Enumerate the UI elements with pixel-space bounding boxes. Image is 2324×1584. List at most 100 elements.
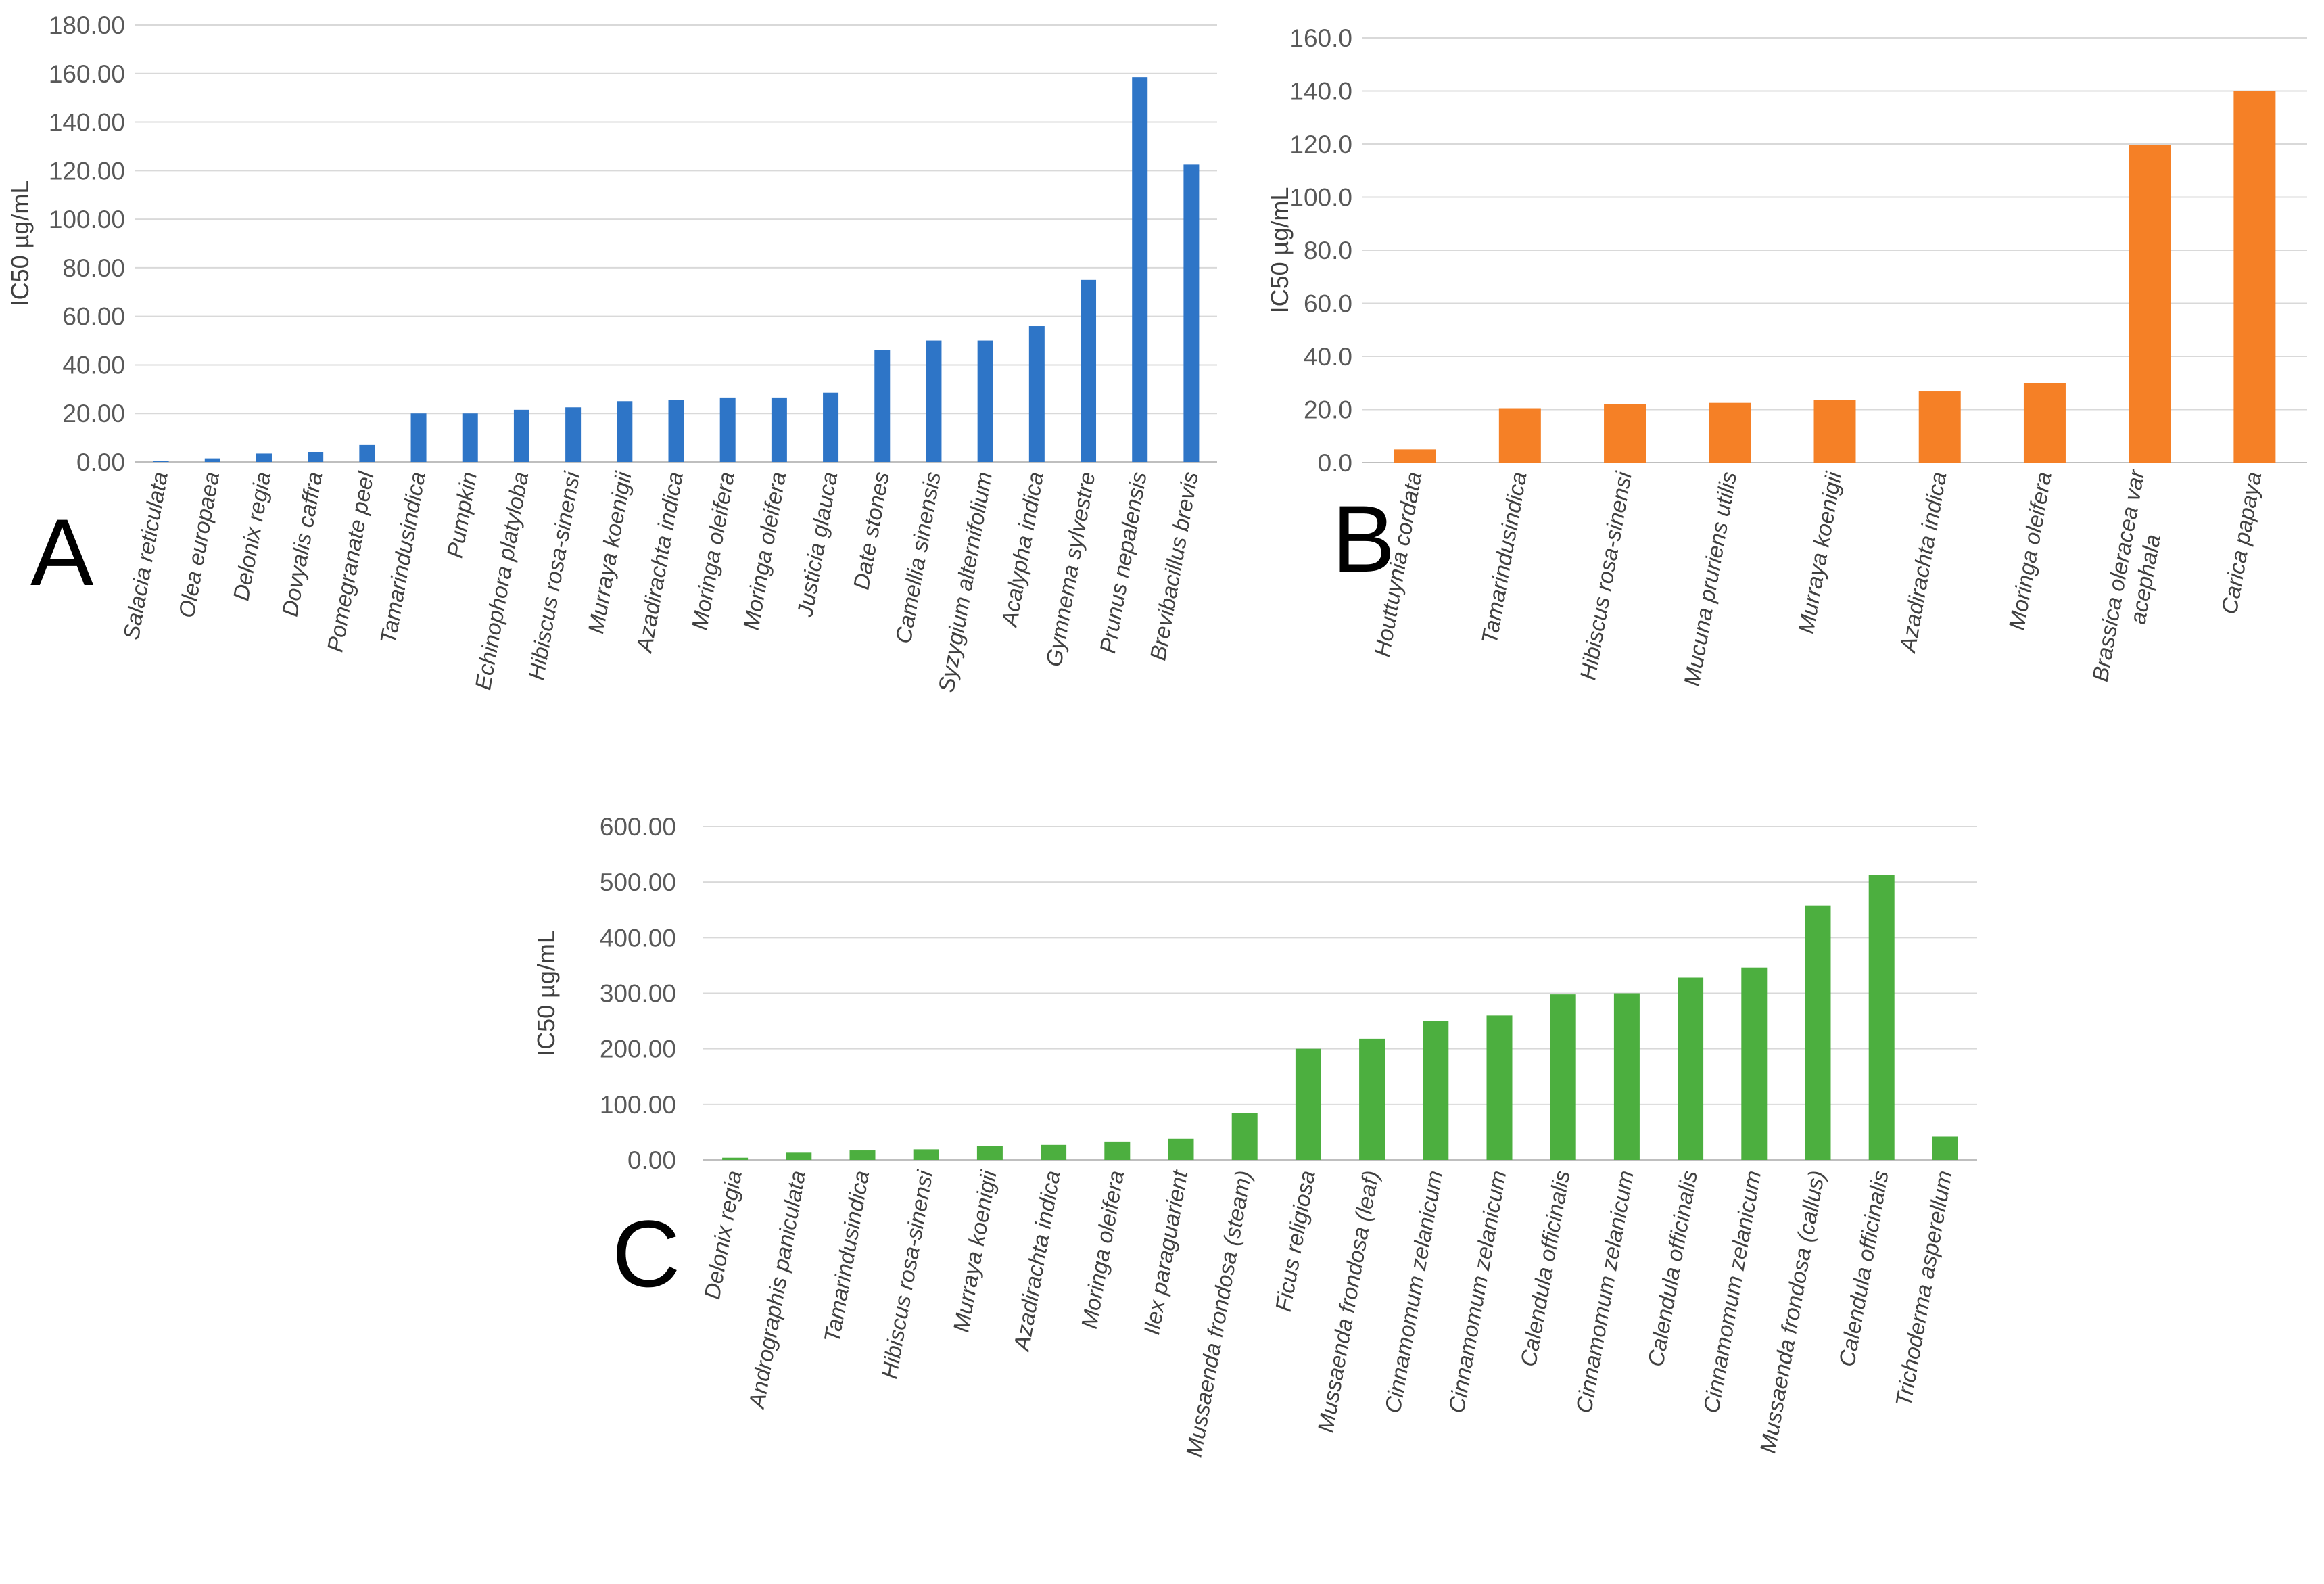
chart-a-category-label: Moringa oleifera [738,470,791,632]
chart-a-y-tick-label: 180.00 [49,11,125,39]
chart-a-bar [719,397,736,462]
chart-c-category-label: Calendula officinalis [1643,1169,1702,1368]
chart-c-bar [1613,993,1640,1160]
chart-a-bar [1132,77,1148,462]
chart-c-bar [913,1149,939,1160]
chart-c-bar [1231,1113,1258,1160]
chart-a-category-label: Acalypha indica [996,470,1048,630]
chart-c-category-label: Mussaenda frondosa (callus) [1755,1169,1829,1455]
chart-a-category-label: Pumpkin [442,470,481,560]
chart-a-category-label: Echinophora platyloba [470,470,533,692]
chart-c-category-label: Hibiscus rosa-sinensi [876,1167,938,1380]
chart-b-category-label: Mucuna pruriens utilis [1679,470,1741,689]
chart-a-category-label: Salacia reticulata [118,470,172,642]
chart-a-y-tick-label: 0.00 [76,448,125,476]
chart-b-category-label: Brassica oleracea varacephala [2087,467,2176,689]
chart-b-bar [1709,402,1751,463]
chart-a-category-label: Olea europaea [174,470,224,620]
chart-b-category-label: Tamarindusindica [1477,470,1532,646]
chart-c-bar [1868,875,1895,1160]
chart-a-category-label: Gymnema sylvestre [1041,470,1099,669]
chart-a-bar [204,458,220,462]
chart-a-bar [771,397,787,462]
chart-a-category-label: Tamarindusindica [375,470,430,646]
chart-c-bar [849,1150,876,1160]
chart-a-category-label: Syzygium alternifolium [933,470,997,695]
chart-a-y-tick-label: 160.00 [49,60,125,88]
chart-c-y-axis-label: IC50 µg/mL [532,930,560,1056]
chart-c-bar [1104,1141,1131,1160]
chart-a-bar [1183,164,1200,462]
chart-a-category-label: Camellia sinensis [891,470,945,645]
chart-c-panel-label: C [612,1201,680,1307]
chart-a-bar [977,340,993,462]
chart-b-y-tick-label: 60.0 [1304,290,1352,318]
chart-b-y-tick-label: 100.0 [1289,184,1352,212]
chart-a-bar [565,407,582,462]
chart-c-category-label: Cinnamomum zelanicum [1571,1169,1638,1415]
chart-c-bar [1359,1038,1385,1160]
chart-c-category-label: Calendula officinalis [1515,1169,1574,1368]
chart-c-bar [786,1152,812,1160]
chart-a-category-label: Pomegranate peel [322,469,379,654]
chart-a-y-tick-label: 80.00 [62,254,125,282]
chart-c-category-label: Azadirachta indica [1008,1169,1065,1354]
chart-b-category-label: Moringa oleifera [2003,470,2056,632]
chart-b-y-tick-label: 20.0 [1304,396,1352,424]
chart-c-y-tick-label: 600.00 [600,813,676,841]
chart-c-y-tick-label: 0.00 [627,1146,676,1174]
chart-c-y-tick-label: 200.00 [600,1035,676,1063]
chart-a-bar [874,350,891,462]
chart-a-bar [823,392,839,462]
chart-a-bar [668,400,684,462]
chart-a-bar [926,340,942,462]
chart-c-bar [1678,977,1704,1160]
chart-b-panel-label: B [1332,486,1395,592]
chart-c-bar [1805,905,1831,1160]
chart-a-category-label: Hibiscus rosa-sinensi [523,469,585,682]
chart-c-category-label: Mussaenda frondosa (steam) [1181,1169,1256,1459]
chart-c-bar [1741,967,1768,1160]
chart-c-category-label: Cinnamomum zelanicum [1699,1169,1765,1415]
chart-b-y-tick-label: 140.0 [1289,78,1352,106]
chart-a-y-tick-label: 60.00 [62,303,125,331]
chart-c-category-label: Delonix regia [699,1169,746,1301]
chart-a-category-label: Dovyalis caffra [277,470,327,619]
chart-c-category-label: Cinnamomum zelanicum [1444,1169,1511,1415]
chart-b-bar [1498,408,1541,463]
chart-a-bar [617,401,633,462]
chart-b-y-tick-label: 160.0 [1289,24,1352,52]
chart-b-category-label: Murraya koenigii [1793,469,1847,635]
chart-a-category-label: Moringa oleifera [687,470,740,632]
chart-b-bar [1813,400,1856,463]
chart-a-bar [1081,279,1097,462]
chart-b-y-tick-label: 120.0 [1289,131,1352,158]
chart-c-category-label: Cinnamomum zelanicum [1380,1169,1447,1415]
chart-a-panel-label: A [30,499,94,605]
chart-b-category-label: Azadirachta indica [1895,470,1951,655]
chart-a-category-label: Date stones [849,470,894,592]
chart-a-category-label: Justicia glauca [792,470,842,620]
chart-b-bar [2129,145,2171,463]
chart-a-y-tick-label: 120.00 [49,157,125,185]
chart-b-bar [1918,391,1961,463]
chart-c-category-label: Calendula officinalis [1834,1169,1893,1368]
chart-b-bar [1394,449,1436,463]
chart-c-bar [1295,1048,1321,1160]
chart-c-category-label: Andrographis paniculata [744,1169,811,1412]
chart-a-bar [359,444,375,462]
chart-a-category-label: Delonix regia [228,470,275,603]
chart-c-bar [976,1146,1003,1160]
chart-b-bar [2023,383,2066,463]
chart-a-category-label: Brevibacillus brevis [1145,470,1202,663]
chart-c-bar [722,1157,749,1160]
chart-c-bar [1932,1136,1958,1160]
chart-c-category-label: Moringa oleifera [1076,1169,1129,1330]
chart-a-bar [462,413,478,462]
chart-c-bar [1486,1015,1513,1160]
chart-b-category-label: Carica papaya [2216,470,2266,616]
chart-a-bar [153,461,169,462]
chart-c-category-label: Ficus religiosa [1271,1169,1320,1313]
chart-c-category-label: Mussaenda frondosa (leaf) [1312,1169,1383,1435]
chart-a-category-label: Prunus nepalensis [1095,470,1152,655]
